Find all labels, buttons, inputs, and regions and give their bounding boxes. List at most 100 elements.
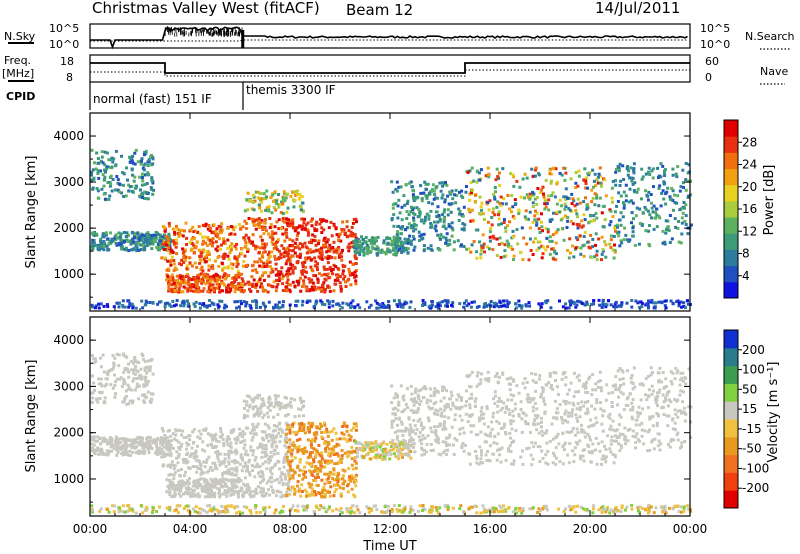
echo-cell [206,495,210,498]
echo-cell [409,205,413,209]
echo-cell [234,273,238,277]
echo-cell [446,304,449,308]
echo-cell [340,454,344,458]
echo-cell [232,492,236,496]
echo-cell [318,427,322,431]
echo-cell [398,302,402,306]
echo-cell [163,439,167,442]
echo-cell [93,161,96,165]
echo-cell [172,477,176,481]
echo-cell [303,241,307,245]
echo-cell [325,250,329,254]
echo-cell [191,492,195,496]
echo-cell [548,252,552,256]
echo-cell [601,204,605,208]
echo-cell [311,281,315,285]
echo-cell [514,306,518,310]
echo-cell [285,455,289,459]
echo-cell [664,202,668,206]
echo-cell [94,167,98,171]
echo-cell [218,299,222,303]
echo-cell [161,441,165,445]
echo-cell [201,485,205,489]
echo-cell [296,464,300,468]
echo-cell [361,242,365,246]
echo-cell [159,239,163,243]
echo-cell [302,473,306,476]
echo-cell [436,233,440,237]
echo-cell [479,205,483,209]
echo-cell [330,429,334,433]
echo-cell [320,478,324,482]
echo-cell [501,167,505,171]
echo-cell [311,238,315,242]
echo-cell [185,236,189,240]
echo-cell [106,248,110,252]
echo-cell [490,223,494,227]
echo-cell [358,250,362,254]
echo-cell [600,184,603,188]
echo-cell [221,473,225,477]
echo-cell [219,247,223,251]
echo-cell [449,190,452,194]
echo-cell [640,177,644,181]
echo-cell [409,242,413,246]
echo-cell [446,194,450,198]
echo-cell [458,210,462,213]
echo-cell [654,211,658,214]
echo-cell [243,476,247,480]
echo-cell [394,250,398,254]
echo-cell [632,189,636,192]
echo-cell [173,232,177,236]
echo-cell [167,221,171,225]
echo-cell [346,279,349,283]
echo-cell [134,368,138,372]
echo-cell [528,226,532,230]
echo-cell [540,244,544,248]
echo-cell [117,305,121,309]
echo-cell [376,246,380,250]
echo-cell [617,191,621,195]
echo-cell [273,428,277,432]
echo-cell [600,235,604,239]
echo-cell [607,299,610,303]
echo-cell [255,300,259,304]
echo-cell [344,285,348,288]
echo-cell [172,467,176,471]
echo-cell [583,303,587,307]
echo-cell [229,431,233,435]
echo-cell [261,255,265,259]
echo-cell [199,432,203,436]
echo-cell [554,241,558,245]
echo-cell [258,197,262,201]
echo-cell [412,216,416,220]
echo-cell [100,187,104,191]
echo-cell [318,492,322,496]
echo-cell [434,210,438,214]
echo-cell [666,219,670,223]
echo-cell [254,268,258,272]
echo-cell [506,244,510,248]
echo-cell [301,209,305,212]
echo-cell [131,399,135,403]
echo-cell [514,202,518,206]
echo-cell [498,300,502,304]
echo-cell [146,164,150,167]
echo-cell [166,237,170,241]
echo-cell [641,211,645,215]
echo-cell [141,451,145,455]
echo-cell [463,223,467,227]
echo-cell [300,271,304,275]
echo-cell [576,226,580,230]
echo-cell [286,426,289,430]
echo-cell [145,191,149,195]
echo-cell [223,452,227,456]
echo-cell [247,487,251,491]
echo-cell [172,259,176,263]
echo-cell [540,212,543,216]
echo-cell [603,178,607,182]
echo-cell [285,288,289,292]
echo-cell [286,274,290,278]
echo-cell [336,302,340,306]
echo-cell [365,300,369,304]
